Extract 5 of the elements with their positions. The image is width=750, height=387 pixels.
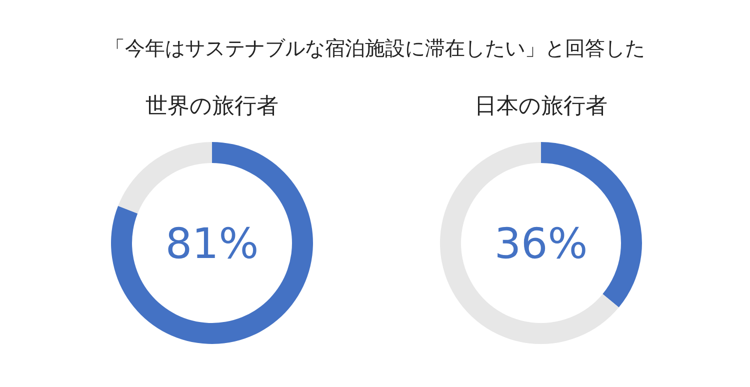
- text: 81%: [165, 219, 259, 268]
- chart-subtitle: 世界の旅行者: [146, 94, 278, 119]
- text: 36%: [494, 219, 588, 268]
- text: 「今年はサステナブルな宿泊施設に滞在したい」と回答した: [105, 36, 645, 60]
- chart-subtitle: 日本の旅行者: [474, 94, 608, 119]
